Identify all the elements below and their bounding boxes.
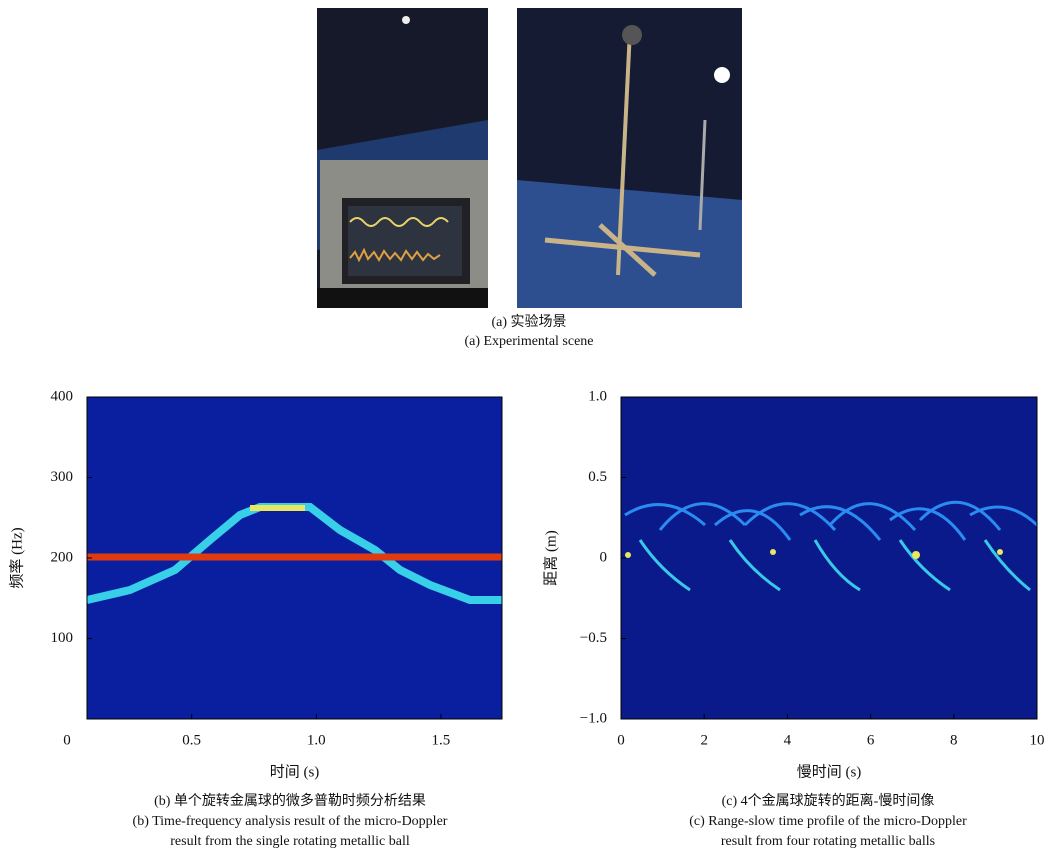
caption: (a) Experimental scene: [464, 334, 593, 349]
x-tick-label: 1.5: [432, 732, 451, 748]
x-tick-label: 10: [1030, 732, 1045, 748]
heatmap-bg: [621, 397, 1037, 719]
y-tick-label: 0: [600, 549, 608, 565]
caption: (c) Range-slow time profile of the micro…: [689, 814, 967, 829]
y-tick-label: 400: [51, 388, 74, 404]
y-tick-label: −0.5: [580, 630, 607, 646]
x-tick-label: 0: [617, 732, 625, 748]
x-tick-label: 0: [63, 732, 71, 748]
x-tick-label: 4: [784, 732, 792, 748]
caption: (b) 单个旋转金属球的微多普勒时频分析结果: [154, 792, 426, 809]
y-axis-label: 距离 (m): [542, 530, 559, 585]
y-tick-label: 1.0: [588, 388, 607, 404]
y-tick-label: 200: [51, 549, 74, 565]
x-tick-label: 6: [867, 732, 875, 748]
caption: (c) 4个金属球旋转的距离-慢时间像: [722, 792, 935, 809]
x-tick-label: 0.5: [182, 732, 201, 748]
x-tick-label: 8: [950, 732, 958, 748]
x-axis-label: 慢时间 (s): [797, 763, 862, 780]
y-tick-label: −1.0: [580, 710, 607, 726]
caption: result from four rotating metallic balls: [721, 834, 935, 849]
y-tick-label: 0.5: [588, 469, 607, 485]
y-axis-label: 频率 (Hz): [8, 527, 25, 588]
y-tick-label: 300: [51, 469, 74, 485]
figure: (a) 实验场景 (a) Experimental scene (b) 单个旋转…: [0, 0, 1050, 861]
photo-rotor: [517, 8, 742, 308]
caption: (a) 实验场景: [491, 314, 566, 330]
x-tick-label: 1.0: [307, 732, 326, 748]
x-axis-label: 时间 (s): [270, 763, 320, 780]
caption: result from the single rotating metallic…: [170, 834, 410, 849]
y-tick-label: 100: [51, 630, 74, 646]
x-tick-label: 2: [700, 732, 708, 748]
page: (a) 实验场景 (a) Experimental scene (b) 单个旋转…: [0, 0, 1050, 861]
caption: (b) Time-frequency analysis result of th…: [133, 814, 448, 829]
photo-lab: [317, 8, 488, 308]
